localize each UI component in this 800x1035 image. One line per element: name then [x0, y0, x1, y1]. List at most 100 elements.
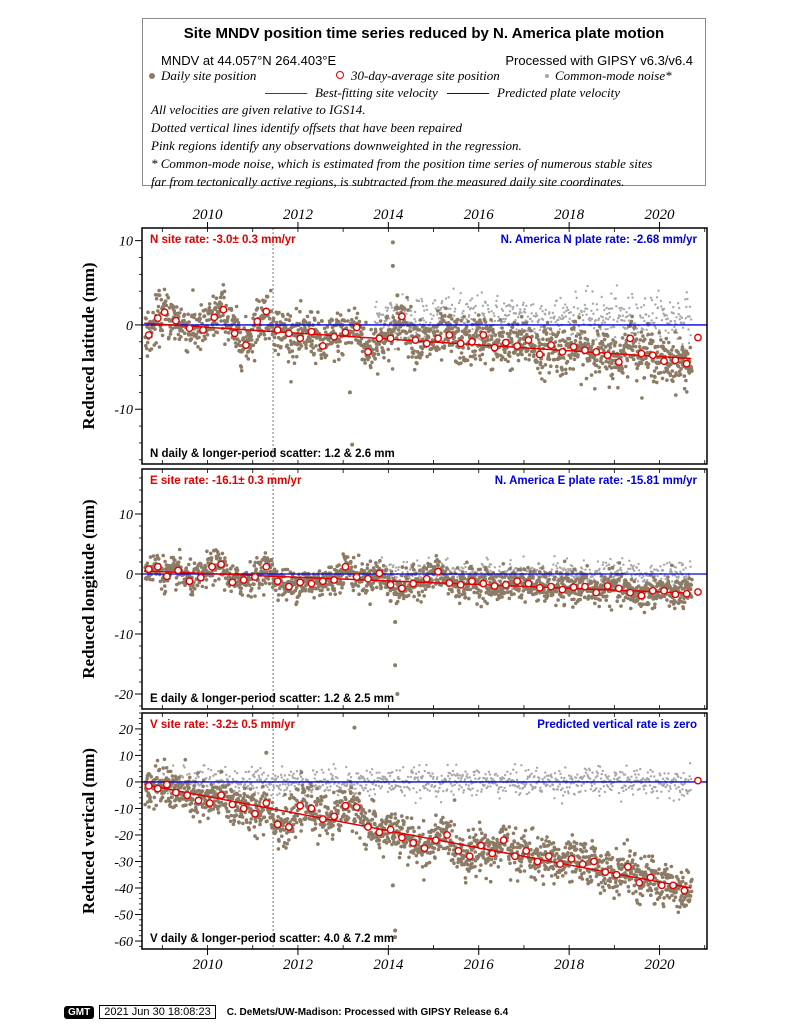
daily-point [332, 359, 337, 364]
bestfit-line-symbol [265, 93, 307, 94]
common-mode-point [520, 311, 523, 314]
daily-point [252, 563, 257, 568]
common-mode-point [684, 298, 687, 301]
daily-point [332, 588, 337, 593]
common-mode-point [636, 331, 640, 334]
common-mode-point [681, 563, 685, 566]
daily-point [246, 593, 251, 598]
common-mode-point [429, 313, 432, 316]
daily-point [639, 361, 644, 366]
daily-point [273, 343, 277, 347]
daily-point [488, 328, 492, 333]
common-mode-point [642, 304, 646, 307]
daily-point [690, 369, 694, 373]
daily-point [204, 578, 209, 582]
daily-point [667, 604, 672, 608]
daily-point [189, 337, 194, 341]
common-mode-point [646, 579, 649, 582]
daily-point [275, 569, 279, 574]
common-mode-point [649, 322, 652, 325]
daily-point [675, 579, 679, 583]
common-mode-point [688, 305, 692, 308]
daily-point [357, 319, 362, 324]
daily-point [629, 577, 634, 582]
common-mode-point [474, 304, 477, 308]
avg30-point [592, 347, 601, 356]
common-mode-point [551, 311, 555, 315]
daily-point [507, 596, 512, 601]
daily-point [274, 588, 278, 593]
daily-point [465, 560, 469, 565]
daily-point [607, 385, 612, 390]
avg30-point [318, 577, 327, 586]
daily-point [620, 367, 625, 371]
common-mode-point [535, 568, 539, 572]
daily-point [283, 325, 288, 329]
daily-point [522, 567, 527, 572]
common-mode-point [583, 310, 586, 313]
daily-point [212, 333, 216, 338]
daily-point [149, 347, 154, 351]
daily-point [652, 369, 657, 373]
daily-point [572, 325, 576, 330]
common-mode-point [178, 778, 181, 781]
common-mode-point [623, 319, 626, 322]
daily-point [578, 597, 582, 602]
common-mode-point [225, 773, 228, 776]
daily-point [211, 294, 215, 299]
daily-point [262, 593, 266, 597]
daily-point [203, 308, 208, 312]
avg30-point [535, 350, 544, 359]
daily-point [293, 582, 297, 587]
common-mode-point [573, 577, 576, 580]
daily-point [621, 348, 626, 352]
daily-point [467, 596, 471, 601]
daily-point [200, 338, 205, 343]
daily-point [527, 358, 531, 362]
common-mode-point [447, 307, 450, 310]
common-mode-point [458, 299, 462, 302]
daily-point [380, 346, 384, 350]
daily-point [193, 587, 197, 591]
daily-point [578, 336, 583, 340]
common-mode-point [474, 311, 477, 314]
daily-point [553, 340, 558, 344]
common-mode-point [514, 319, 517, 322]
common-mode-point [664, 577, 667, 581]
common-mode-point [417, 299, 421, 303]
daily-point [540, 566, 544, 570]
common-mode-point [456, 576, 459, 579]
common-mode-point [471, 328, 474, 331]
daily-point [544, 342, 548, 347]
common-mode-point [563, 311, 566, 314]
common-mode-point [212, 774, 215, 777]
daily-point [519, 595, 524, 600]
common-mode-point [392, 564, 395, 567]
common-mode-point [203, 764, 206, 767]
common-mode-point [530, 304, 533, 307]
daily-point [617, 561, 622, 565]
daily-point [547, 577, 551, 582]
daily-point [177, 581, 182, 585]
common-mode-point [601, 321, 604, 325]
common-mode-point [484, 301, 487, 304]
avg30-point [513, 577, 522, 586]
daily-point [371, 581, 376, 585]
daily-point [293, 588, 298, 593]
common-mode-point [597, 317, 601, 320]
daily-point [338, 313, 343, 317]
daily-point [360, 562, 365, 566]
common-mode-point [525, 304, 528, 308]
daily-point [501, 330, 506, 334]
daily-point [537, 575, 542, 580]
daily-point [182, 577, 187, 582]
daily-point [687, 371, 692, 375]
legend-box: Site MNDV position time series reduced b… [142, 18, 706, 189]
daily-point [374, 561, 378, 565]
daily-point [625, 358, 630, 363]
daily-point [540, 365, 545, 369]
daily-point [565, 359, 570, 364]
daily-point [336, 349, 341, 354]
avg30-point [162, 572, 171, 581]
daily-point [437, 347, 441, 351]
